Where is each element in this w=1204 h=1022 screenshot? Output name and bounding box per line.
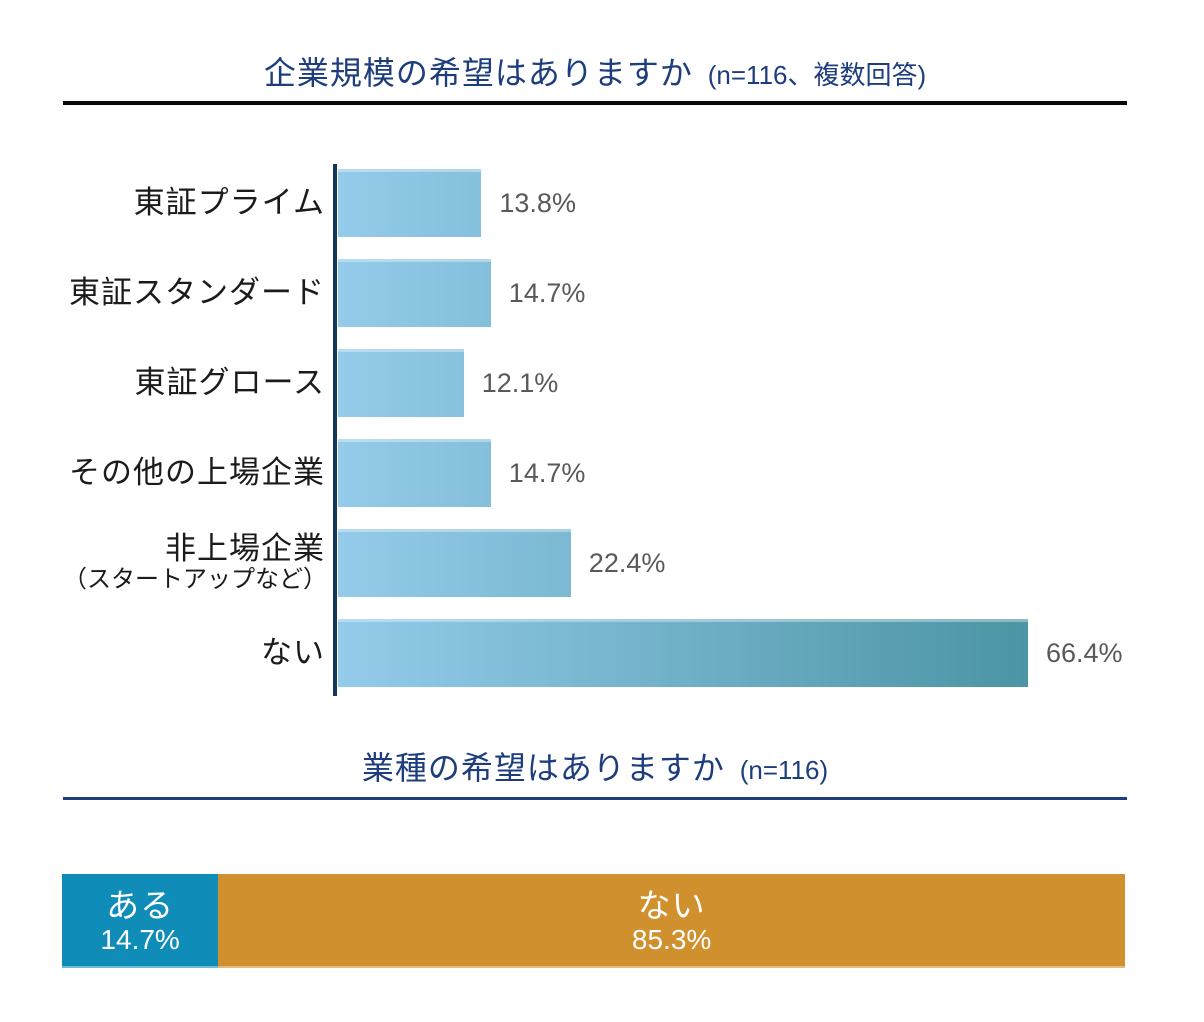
bar-plot-area: 13.8% xyxy=(333,169,1141,237)
segment-label: ない xyxy=(637,886,706,924)
segment-label: ある xyxy=(106,886,175,924)
chart1-title-divider xyxy=(63,101,1127,105)
data-bar xyxy=(338,439,491,507)
category-label: 東証スタンダード xyxy=(63,276,333,310)
chart2-sample-size-note: (n=116) xyxy=(739,755,829,785)
bar-row: ない 66.4% xyxy=(63,619,1141,687)
value-label: 14.7% xyxy=(508,457,586,488)
bar-plot-area: 12.1% xyxy=(333,349,1141,417)
segment-value-label: 14.7% xyxy=(100,923,180,955)
bar-row: その他の上場企業 14.7% xyxy=(63,439,1141,507)
value-label: 14.7% xyxy=(508,277,586,308)
chart2-title-divider xyxy=(63,797,1127,800)
value-label: 22.4% xyxy=(588,547,666,578)
value-label: 66.4% xyxy=(1046,637,1123,668)
category-label: その他の上場企業 xyxy=(63,456,333,490)
category-label-text: その他の上場企業 xyxy=(69,455,325,490)
category-label: 東証グロース xyxy=(63,366,333,400)
value-label: 12.1% xyxy=(481,367,559,398)
data-bar xyxy=(338,259,491,327)
company-size-bar-rows: 東証プライム 13.8% 東証スタンダード 14.7% 東証グロース 12.1% その他の上… xyxy=(63,169,1141,687)
stacked-segment-14.7%: ある 14.7% xyxy=(62,874,219,968)
category-label-text: 東証グロース xyxy=(134,365,325,400)
industry-chart-title: 業種の希望はありますか (n=116) xyxy=(63,745,1127,793)
stacked-segment-85.3%: ない 85.3% xyxy=(218,874,1125,968)
chart1-title-text: 企業規模の希望はありますか xyxy=(263,55,693,91)
category-label: 非上場企業 （スタートアップなど） xyxy=(63,532,333,594)
bar-row: 東証プライム 13.8% xyxy=(63,169,1141,237)
bar-plot-area: 14.7% xyxy=(333,439,1141,507)
data-bar xyxy=(338,349,464,417)
category-label-text: ない xyxy=(261,635,325,670)
data-bar xyxy=(338,619,1028,687)
bar-row: 非上場企業 （スタートアップなど） 22.4% xyxy=(63,529,1141,597)
category-label-text: 非上場企業 xyxy=(165,531,325,566)
data-bar xyxy=(338,169,482,237)
value-label: 13.8% xyxy=(499,187,576,218)
data-bar xyxy=(338,529,571,597)
company-size-chart-title: 企業規模の希望はありますか (n=116、複数回答) xyxy=(63,50,1127,98)
bar-row: 東証スタンダード 14.7% xyxy=(63,259,1141,327)
category-label-text: 東証スタンダード xyxy=(69,275,325,310)
industry-stacked-bar: ある 14.7% ない 85.3% xyxy=(62,874,1125,968)
bar-row: 東証グロース 12.1% xyxy=(63,349,1141,417)
bar-plot-area: 66.4% xyxy=(333,619,1141,687)
category-label-text: 東証プライム xyxy=(133,185,325,220)
segment-value-label: 85.3% xyxy=(631,923,712,955)
category-label: 東証プライム xyxy=(63,186,333,220)
bar-plot-area: 22.4% xyxy=(333,529,1141,597)
category-label: ない xyxy=(63,636,333,670)
category-sublabel: （スタートアップなど） xyxy=(63,566,327,593)
bar-plot-area: 14.7% xyxy=(333,259,1141,327)
chart1-category-axis-line xyxy=(333,164,337,696)
chart2-title-text: 業種の希望はありますか xyxy=(361,750,725,786)
chart1-sample-size-note: (n=116、複数回答) xyxy=(707,60,927,90)
